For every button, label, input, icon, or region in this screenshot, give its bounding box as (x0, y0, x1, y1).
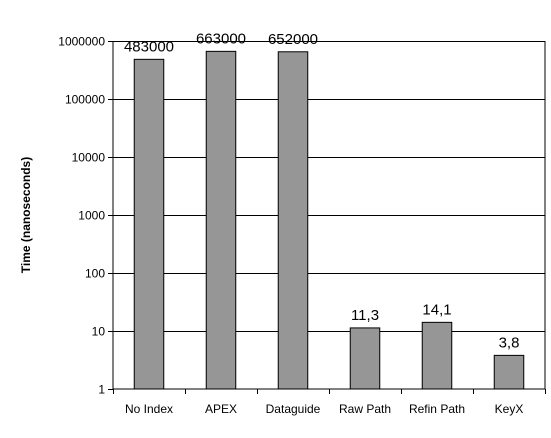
bar-no-index (133, 58, 165, 390)
data-label: 14,1 (422, 301, 451, 318)
x-tick-label: KeyX (495, 402, 524, 416)
bar-apex (205, 50, 237, 390)
data-label: 11,3 (351, 307, 379, 324)
y-tick-label: 100000 (65, 93, 105, 107)
y-axis-label: Time (nanoseconds) (19, 157, 33, 273)
y-tick-label: 1000 (78, 209, 105, 223)
bar-raw-path (349, 327, 381, 390)
y-tick-label: 1000000 (58, 35, 105, 49)
data-label: 3,8 (499, 334, 520, 351)
data-label: 483000 (124, 38, 174, 55)
gridlines (113, 41, 545, 332)
bar-dataguide (277, 51, 309, 390)
bars (133, 50, 525, 390)
x-tick-label: APEX (205, 402, 237, 416)
data-label: 663000 (196, 30, 246, 47)
x-tick-label: Refin Path (409, 402, 465, 416)
y-tick-label: 1 (98, 383, 105, 397)
axes (108, 41, 546, 394)
data-label: 652000 (268, 31, 318, 48)
x-tick-label: Raw Path (339, 402, 391, 416)
y-tick-label: 100 (85, 267, 105, 281)
x-tick-label: Dataguide (266, 402, 321, 416)
labels: 1 10 100 1000 10000 100000 1000000 No Index 4830… (58, 30, 523, 416)
bar-refin-path (421, 321, 453, 390)
y-tick-label: 10000 (72, 151, 106, 165)
x-tick-label: No Index (125, 402, 173, 416)
y-tick-label: 10 (92, 325, 106, 339)
bar-keyx (493, 354, 525, 390)
